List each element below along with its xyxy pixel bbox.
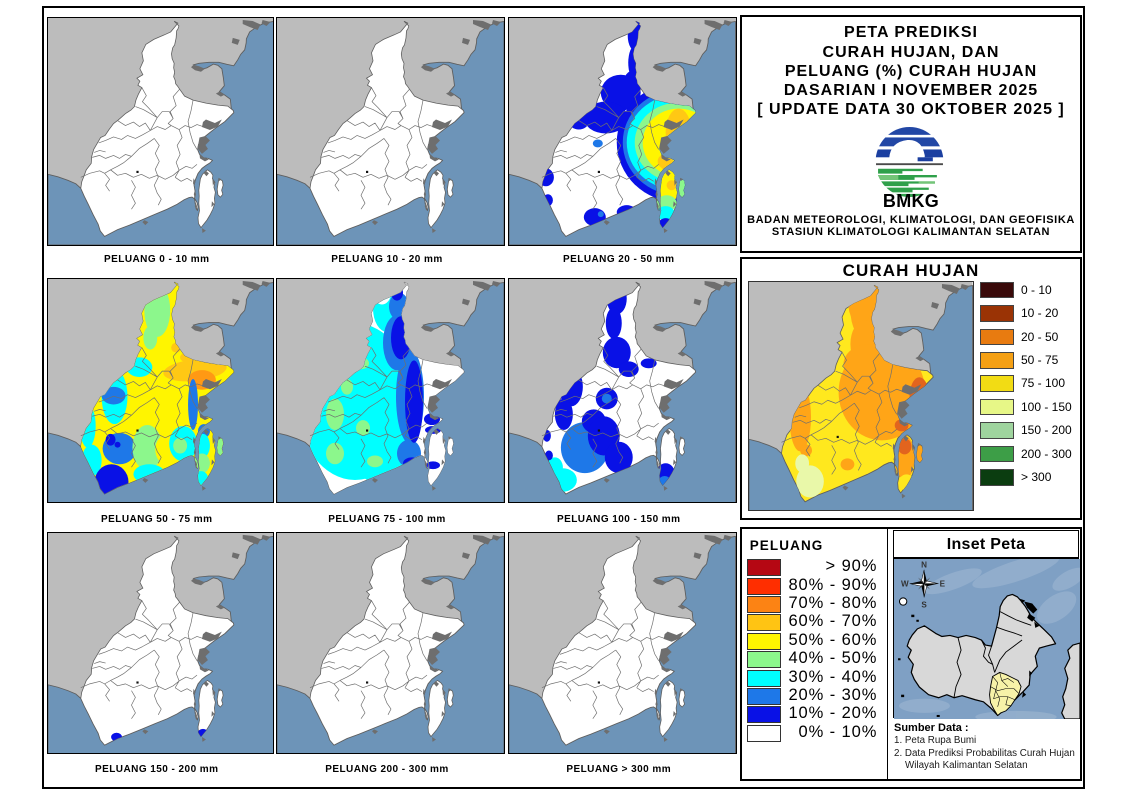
svg-text:N: N [921,561,927,570]
svg-text:E: E [940,580,946,589]
svg-text:S: S [921,601,927,610]
svg-text:W: W [901,580,909,589]
